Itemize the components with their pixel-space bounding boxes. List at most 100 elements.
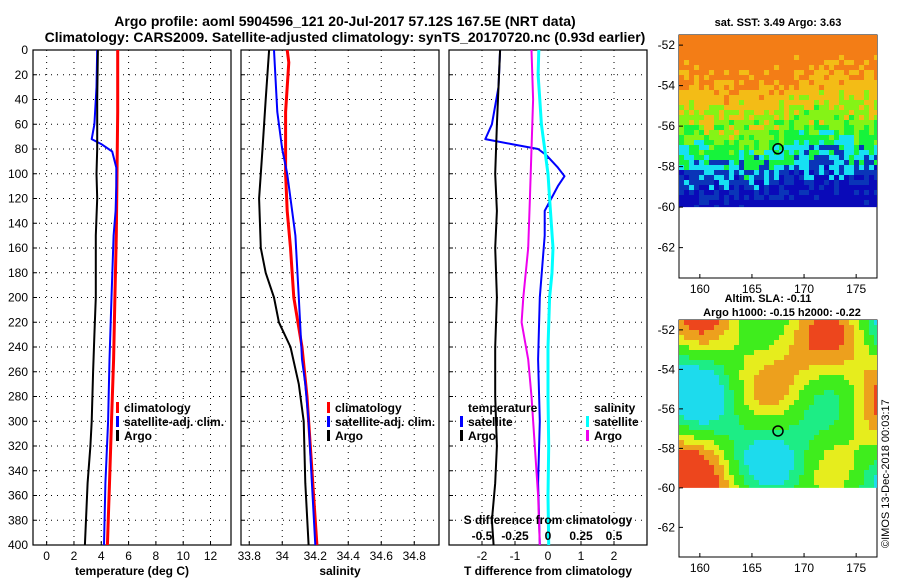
salinity-series bbox=[258, 50, 319, 545]
heatmap-cell bbox=[689, 80, 694, 85]
heatmap-cell bbox=[779, 160, 784, 165]
heatmap-cell bbox=[719, 335, 724, 340]
heatmap-cell bbox=[864, 100, 869, 105]
heatmap-cell bbox=[704, 155, 709, 160]
heatmap-cell bbox=[704, 55, 709, 60]
heatmap-cell bbox=[874, 400, 877, 405]
heatmap-cell bbox=[799, 425, 804, 430]
heatmap-cell bbox=[749, 340, 754, 345]
heatmap-cell bbox=[724, 440, 729, 445]
heatmap-cell bbox=[834, 475, 839, 480]
heatmap-cell bbox=[809, 100, 814, 105]
heatmap-cell bbox=[754, 390, 759, 395]
heatmap-cell bbox=[684, 460, 689, 465]
heatmap-cell bbox=[849, 105, 854, 110]
heatmap-cell bbox=[829, 165, 834, 170]
heatmap-cell bbox=[714, 405, 719, 410]
heatmap-cell bbox=[774, 445, 779, 450]
heatmap-cell bbox=[834, 125, 839, 130]
heatmap-cell bbox=[854, 45, 859, 50]
heatmap-cell bbox=[854, 200, 859, 205]
heatmap-cell bbox=[824, 125, 829, 130]
heatmap-cell bbox=[804, 175, 809, 180]
heatmap-cell bbox=[704, 50, 709, 55]
heatmap-cell bbox=[824, 145, 829, 150]
heatmap-cell bbox=[864, 165, 869, 170]
heatmap-cell bbox=[864, 450, 869, 455]
heatmap-cell bbox=[874, 85, 877, 90]
heatmap-cell bbox=[794, 50, 799, 55]
heatmap-cell bbox=[854, 370, 859, 375]
heatmap-cell bbox=[859, 40, 864, 45]
heatmap-cell bbox=[769, 335, 774, 340]
heatmap-cell bbox=[709, 165, 714, 170]
heatmap-cell bbox=[809, 185, 814, 190]
heatmap-cell bbox=[864, 75, 869, 80]
heatmap-cell bbox=[814, 385, 819, 390]
heatmap-cell bbox=[729, 355, 734, 360]
heatmap-cell bbox=[759, 325, 764, 330]
heatmap-cell bbox=[684, 465, 689, 470]
heatmap-cell bbox=[869, 155, 874, 160]
heatmap-cell bbox=[749, 365, 754, 370]
heatmap-cell bbox=[754, 175, 759, 180]
heatmap-cell bbox=[774, 45, 779, 50]
heatmap-cell bbox=[869, 165, 874, 170]
heatmap-cell bbox=[684, 85, 689, 90]
heatmap-cell bbox=[824, 335, 829, 340]
heatmap-cell bbox=[779, 190, 784, 195]
heatmap-cell bbox=[829, 460, 834, 465]
heatmap-cell bbox=[839, 345, 844, 350]
temperature-panel: 0204060801001201401601802002202402602803… bbox=[8, 43, 232, 578]
heatmap-cell bbox=[794, 110, 799, 115]
heatmap-cell bbox=[869, 75, 874, 80]
heatmap-cell bbox=[744, 130, 749, 135]
heatmap-cell bbox=[729, 350, 734, 355]
heatmap-cell bbox=[754, 145, 759, 150]
heatmap-cell bbox=[694, 480, 699, 485]
x-tick-label: 6 bbox=[125, 549, 132, 563]
heatmap-cell bbox=[724, 115, 729, 120]
heatmap-cell bbox=[699, 115, 704, 120]
heatmap-cell bbox=[824, 320, 829, 325]
heatmap-cell bbox=[814, 460, 819, 465]
heatmap-cell bbox=[859, 370, 864, 375]
heatmap-cell bbox=[769, 415, 774, 420]
series-line-salinity-satellite bbox=[536, 50, 555, 545]
heatmap-cell bbox=[759, 120, 764, 125]
heatmap-cell bbox=[789, 70, 794, 75]
heatmap-cell bbox=[764, 170, 769, 175]
heatmap-cell bbox=[759, 425, 764, 430]
heatmap-cell bbox=[874, 135, 877, 140]
heatmap-cell bbox=[694, 115, 699, 120]
heatmap-cell bbox=[769, 330, 774, 335]
heatmap-cell bbox=[814, 465, 819, 470]
heatmap-cell bbox=[784, 395, 789, 400]
heatmap-cell bbox=[849, 450, 854, 455]
heatmap-cell bbox=[799, 65, 804, 70]
heatmap-cell bbox=[854, 165, 859, 170]
heatmap-cell bbox=[739, 100, 744, 105]
heatmap-cell bbox=[844, 195, 849, 200]
heatmap-cell bbox=[844, 175, 849, 180]
heatmap-cell bbox=[689, 390, 694, 395]
heatmap-cell bbox=[774, 390, 779, 395]
heatmap-cell bbox=[764, 200, 769, 205]
heatmap-cell bbox=[834, 380, 839, 385]
heatmap-cell bbox=[854, 185, 859, 190]
heatmap-cell bbox=[774, 345, 779, 350]
heatmap-cell bbox=[874, 60, 877, 65]
heatmap-cell bbox=[784, 185, 789, 190]
heatmap-cell bbox=[724, 125, 729, 130]
heatmap-cell bbox=[784, 45, 789, 50]
heatmap-cell bbox=[789, 85, 794, 90]
heatmap-cell bbox=[759, 190, 764, 195]
heatmap-cell bbox=[684, 95, 689, 100]
depth-tick-label: 20 bbox=[15, 68, 29, 82]
heatmap-cell bbox=[744, 105, 749, 110]
heatmap-cell bbox=[774, 160, 779, 165]
sst-map-tick-labels: 160 165 170 175-52-54-56-58-60-62 bbox=[658, 38, 867, 296]
heatmap-cell bbox=[714, 100, 719, 105]
heatmap-cell bbox=[829, 350, 834, 355]
heatmap-cell bbox=[834, 435, 839, 440]
